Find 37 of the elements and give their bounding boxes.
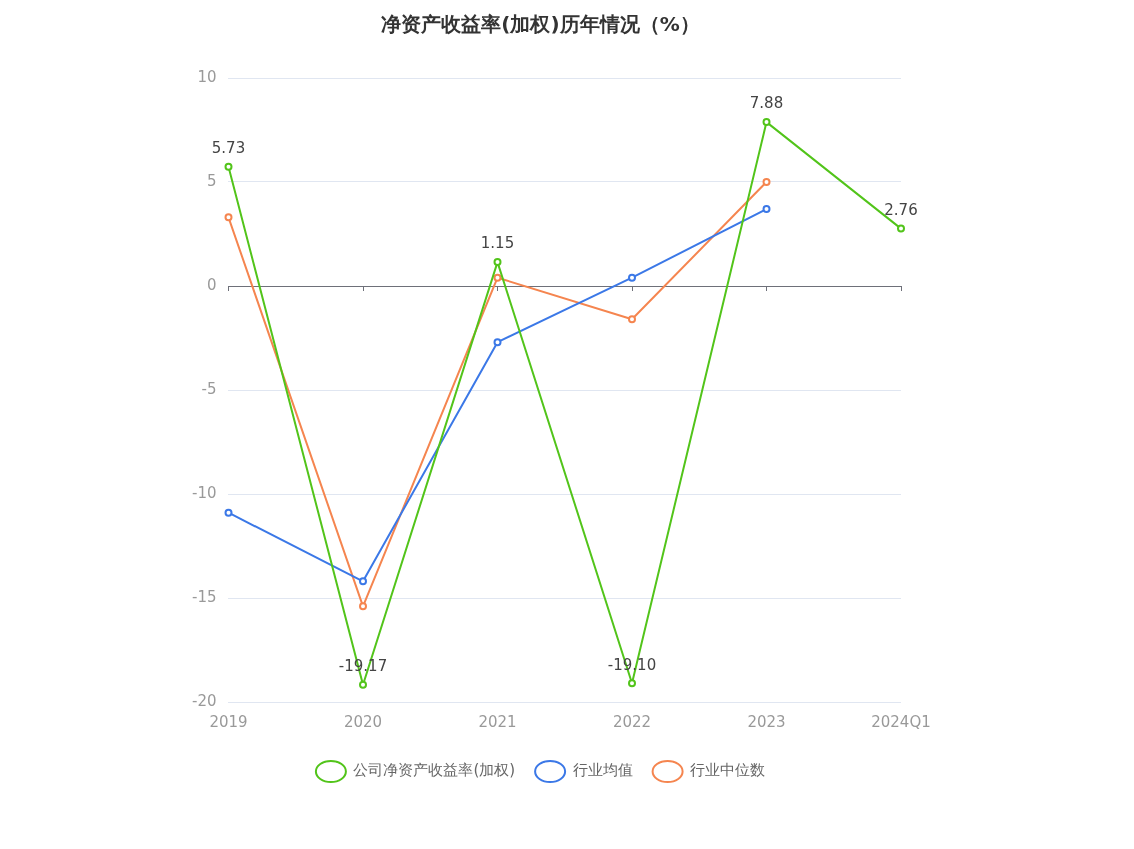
point — [628, 273, 636, 282]
x-tick-label: 2023 — [747, 712, 786, 731]
y-tick-label: -15 — [192, 587, 217, 606]
x-tick-label: 2024Q1 — [871, 712, 931, 731]
y-tick-label: 10 — [197, 67, 217, 86]
data-label: 1.15 — [480, 234, 515, 253]
legend-label: 公司净资产收益率(加权) — [353, 761, 516, 780]
x-tick-label: 2020 — [343, 712, 383, 731]
chart-title: 净资产收益率(加权)历年情况（%） — [381, 12, 700, 37]
point — [762, 205, 771, 214]
data-label: 5.73 — [211, 139, 246, 158]
point — [628, 679, 636, 688]
point — [359, 577, 367, 586]
point — [224, 162, 233, 171]
data-label: 7.88 — [749, 94, 784, 113]
point — [762, 178, 771, 186]
point — [628, 315, 636, 324]
legend-label: 行业中位数 — [690, 761, 766, 780]
point — [493, 273, 502, 282]
data-label: 2.76 — [884, 200, 918, 219]
point — [359, 602, 367, 611]
x-tick-label: 2022 — [612, 712, 652, 731]
x-tick-label: 2019 — [209, 712, 248, 731]
point — [224, 213, 233, 222]
legend-label: 行业均值 — [572, 761, 633, 780]
y-tick-label: 5 — [206, 171, 217, 190]
y-tick-label: 0 — [206, 275, 217, 294]
point — [493, 338, 502, 347]
point — [897, 224, 905, 233]
x-tick-label: 2021 — [478, 712, 517, 731]
point — [762, 118, 771, 127]
point — [359, 680, 367, 689]
point — [224, 508, 233, 517]
point — [493, 258, 502, 267]
y-tick-label: -5 — [201, 379, 217, 398]
y-tick-label: -10 — [192, 483, 217, 502]
y-tick-label: -20 — [192, 691, 217, 710]
